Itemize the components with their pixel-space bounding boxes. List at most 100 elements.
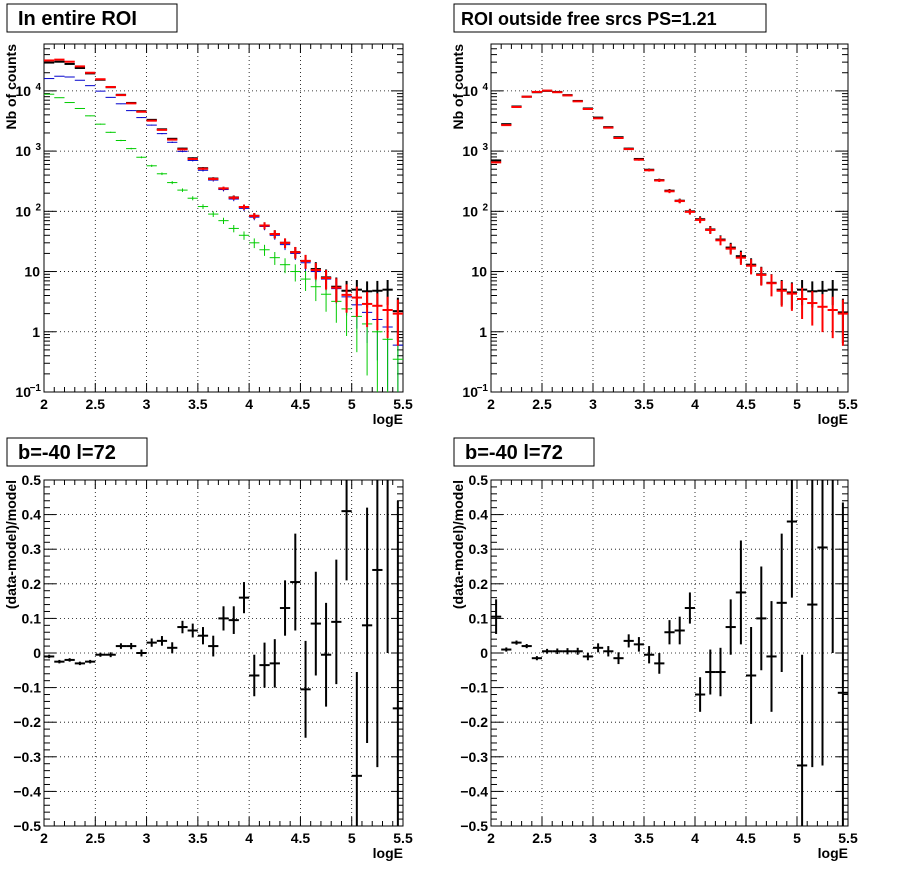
x-tick-label: 5.5 [393,830,413,846]
y-tick-label: −0.1 [13,680,41,696]
y-axis-label: Nb of counts [450,44,466,130]
plot-frame [43,479,404,827]
y-tick-exponent: 3 [35,142,41,153]
y-tick-label: 0.2 [22,576,42,592]
x-tick-label: 4.5 [736,396,756,412]
x-tick-label: 4 [245,396,253,412]
x-axis-label: logE [373,411,403,427]
x-tick-label: 5 [793,830,801,846]
x-tick-label: 5 [348,830,356,846]
x-tick-label: 3 [143,396,151,412]
y-tick-exponent: 2 [35,202,41,213]
y-tick-label: −0.1 [460,680,488,696]
x-tick-label: 3.5 [634,396,654,412]
x-tick-label: 2 [40,830,48,846]
x-tick-label: 3 [143,830,151,846]
y-tick-label: −0.2 [460,714,488,730]
y-tick-label: 0.2 [469,576,489,592]
x-tick-label: 5 [348,396,356,412]
plot-frame [490,479,849,827]
chart-title: In entire ROI [18,8,137,30]
y-tick-label: 1 [479,324,487,340]
chart-title: b=-40 l=72 [465,442,563,464]
x-tick-label: 4.5 [291,396,311,412]
y-axis-label: (data-model)/model [3,480,19,609]
y-axis-label: Nb of counts [3,44,19,130]
data-series-2 [491,89,848,346]
y-tick-exponent: 3 [482,142,488,153]
y-tick-label: 0.3 [469,541,489,557]
y-tick-exponent: 4 [35,82,41,93]
y-tick-label: 10 [15,83,31,99]
chart-title-box [453,437,595,467]
y-tick-label: 10 [462,384,478,400]
x-tick-label: 4.5 [291,830,311,846]
x-tick-label: 2.5 [532,396,552,412]
y-tick-label: 10 [15,384,31,400]
chart-title-box [6,3,178,33]
x-axis-label: logE [818,411,848,427]
x-axis-label: logE [373,845,403,861]
x-tick-label: 2 [487,830,495,846]
y-tick-label: 0.5 [22,472,42,488]
y-tick-exponent: −1 [477,383,489,394]
y-tick-label: −0.5 [460,818,488,834]
x-tick-label: 4.5 [736,830,756,846]
y-tick-label: 10 [24,264,40,280]
y-tick-label: 0.1 [22,610,42,626]
x-tick-label: 5.5 [393,396,413,412]
data-series-1 [491,480,848,826]
y-tick-label: 0 [33,645,41,661]
y-tick-label: −0.2 [13,714,41,730]
y-tick-label: 10 [15,203,31,219]
plot-frame [490,43,849,393]
y-tick-exponent: 2 [482,202,488,213]
y-tick-label: 0.4 [469,507,489,523]
x-tick-label: 3.5 [188,396,208,412]
x-tick-label: 3 [589,830,597,846]
x-axis-label: logE [818,845,848,861]
y-tick-label: 0 [480,645,488,661]
y-tick-label: −0.4 [460,783,488,799]
y-tick-label: 1 [32,324,40,340]
x-tick-label: 3.5 [634,830,654,846]
y-tick-label: 0.4 [22,507,42,523]
y-tick-label: 0.5 [469,472,489,488]
y-tick-label: 10 [15,143,31,159]
x-tick-label: 5.5 [838,830,858,846]
chart-title-box [453,3,767,33]
y-tick-label: −0.5 [13,818,41,834]
y-tick-label: 0.3 [22,541,42,557]
y-axis-label: (data-model)/model [450,480,466,609]
y-tick-label: −0.3 [13,749,41,765]
x-tick-label: 2.5 [86,396,106,412]
x-tick-label: 3.5 [188,830,208,846]
x-tick-label: 5 [793,396,801,412]
y-tick-exponent: 4 [482,82,488,93]
chart-title: b=-40 l=72 [18,442,116,464]
y-tick-label: 10 [462,83,478,99]
x-tick-label: 2.5 [86,830,106,846]
x-tick-label: 4 [691,830,699,846]
chart-title-box [6,437,148,467]
data-series-4 [44,58,403,346]
x-tick-label: 2 [40,396,48,412]
x-tick-label: 4 [245,830,253,846]
y-tick-label: −0.4 [13,783,41,799]
x-tick-label: 4 [691,396,699,412]
x-tick-label: 5.5 [838,396,858,412]
x-tick-label: 3 [589,396,597,412]
data-series-1 [44,480,403,826]
chart-title: ROI outside free srcs PS=1.21 [461,9,717,29]
y-tick-label: 0.1 [469,610,489,626]
y-tick-label: 10 [462,143,478,159]
y-tick-exponent: −1 [30,383,42,394]
y-tick-label: 10 [471,264,487,280]
x-tick-label: 2 [487,396,495,412]
y-tick-label: −0.3 [460,749,488,765]
